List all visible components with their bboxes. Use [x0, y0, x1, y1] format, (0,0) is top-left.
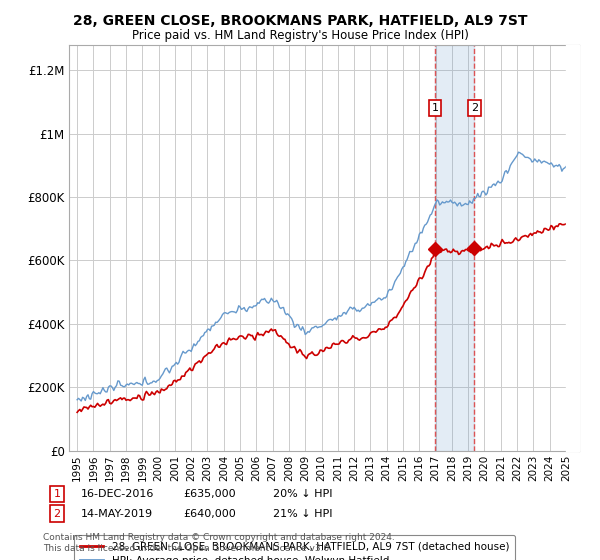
- Text: 20% ↓ HPI: 20% ↓ HPI: [273, 489, 332, 499]
- Text: £640,000: £640,000: [183, 508, 236, 519]
- Text: 14-MAY-2019: 14-MAY-2019: [81, 508, 153, 519]
- Bar: [566, 45, 579, 451]
- Text: 21% ↓ HPI: 21% ↓ HPI: [273, 508, 332, 519]
- Text: Contains HM Land Registry data © Crown copyright and database right 2024.
This d: Contains HM Land Registry data © Crown c…: [43, 533, 395, 553]
- Legend: 28, GREEN CLOSE, BROOKMANS PARK, HATFIELD, AL9 7ST (detached house), HPI: Averag: 28, GREEN CLOSE, BROOKMANS PARK, HATFIEL…: [74, 535, 515, 560]
- Text: 2: 2: [471, 103, 478, 113]
- Text: 2: 2: [53, 508, 61, 519]
- Text: 28, GREEN CLOSE, BROOKMANS PARK, HATFIELD, AL9 7ST: 28, GREEN CLOSE, BROOKMANS PARK, HATFIEL…: [73, 14, 527, 28]
- Text: £635,000: £635,000: [183, 489, 236, 499]
- Text: 1: 1: [53, 489, 61, 499]
- Text: 1: 1: [431, 103, 439, 113]
- Text: Price paid vs. HM Land Registry's House Price Index (HPI): Price paid vs. HM Land Registry's House …: [131, 29, 469, 42]
- Bar: [435, 45, 475, 451]
- Text: 16-DEC-2016: 16-DEC-2016: [81, 489, 154, 499]
